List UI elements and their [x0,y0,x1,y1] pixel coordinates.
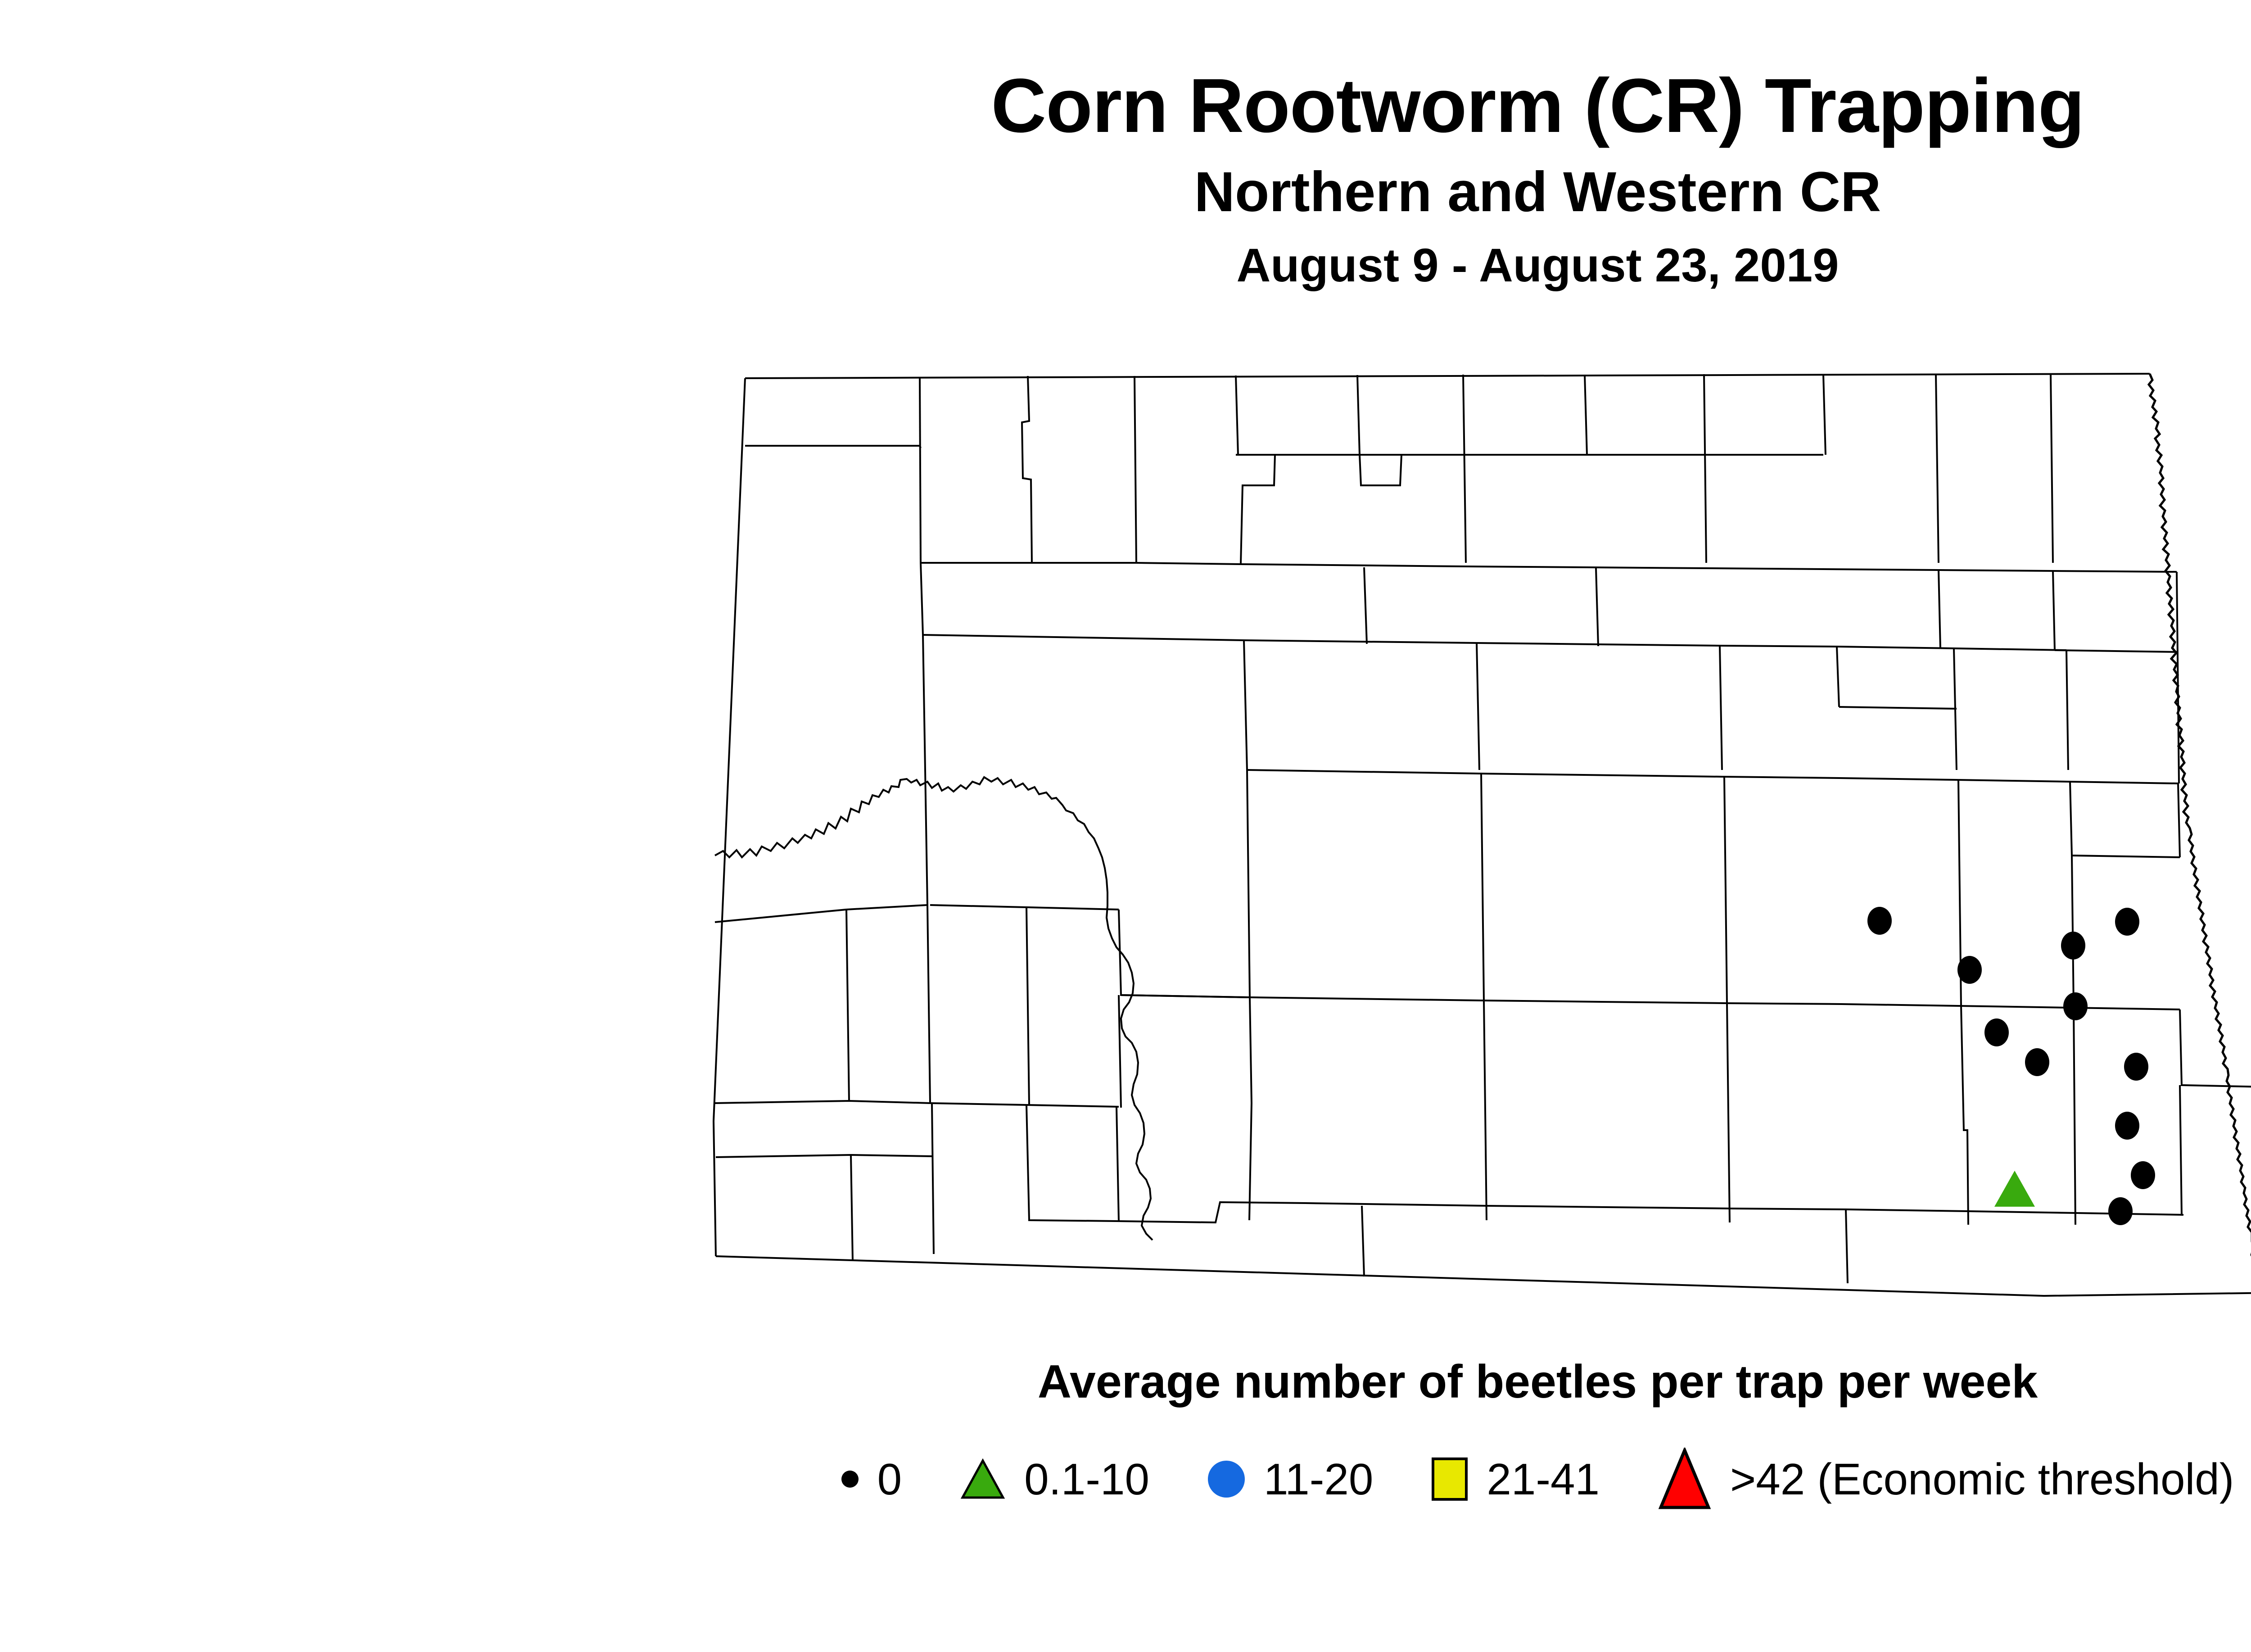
page-title: Corn Rootworm (CR) Trapping [991,63,2084,149]
marker-zero[interactable] [1957,956,1982,984]
legend-item-high[interactable]: 21-41 [1432,1457,1600,1501]
marker-zero[interactable] [1867,907,1892,935]
legend-item-low[interactable]: 0.1-10 [960,1457,1149,1501]
yellow-square-icon [1432,1457,1468,1501]
marker-zero[interactable] [2124,1053,2148,1081]
blue-circle-icon [1207,1461,1245,1498]
marker-low[interactable] [1994,1171,2035,1207]
map-svg [712,373,2251,1297]
marker-zero[interactable] [2063,992,2088,1020]
marker-zero[interactable] [2108,1197,2133,1225]
page-subtitle: Northern and Western CR [1194,161,1881,223]
legend-caption: Average number of beetles per trap per w… [1037,1356,2038,1408]
legend-label-threshold: >42 (Economic threshold) [1730,1454,2234,1504]
legend-label-low: 0.1-10 [1024,1454,1149,1504]
marker-zero[interactable] [2131,1161,2155,1189]
red-triangle-icon [1658,1448,1711,1511]
marker-zero[interactable] [2115,1112,2139,1140]
north-dakota-map [711,365,2251,1324]
legend-label-zero: 0 [877,1454,902,1504]
legend-item-medium[interactable]: 11-20 [1207,1454,1374,1504]
legend-label-high: 21-41 [1487,1454,1600,1504]
county-outlines [712,373,2251,1297]
marker-zero[interactable] [2025,1048,2049,1076]
title-block: Corn Rootworm (CR) Trapping Northern and… [0,68,2251,289]
trap-site-markers [1867,907,2155,1225]
legend-item-threshold[interactable]: >42 (Economic threshold) [1658,1448,2234,1511]
marker-zero[interactable] [1984,1018,2009,1046]
marker-zero[interactable] [2115,908,2139,936]
green-triangle-icon [960,1458,1005,1500]
date-range-label: August 9 - August 23, 2019 [1236,239,1839,292]
legend-item-zero[interactable]: 0 [841,1457,902,1501]
marker-zero[interactable] [2061,932,2085,960]
legend: 0 0.1-10 11-20 21-41 >42 (Econom [0,1448,2251,1511]
legend-label-medium: 11-20 [1263,1454,1374,1504]
black-dot-icon [841,1471,859,1488]
